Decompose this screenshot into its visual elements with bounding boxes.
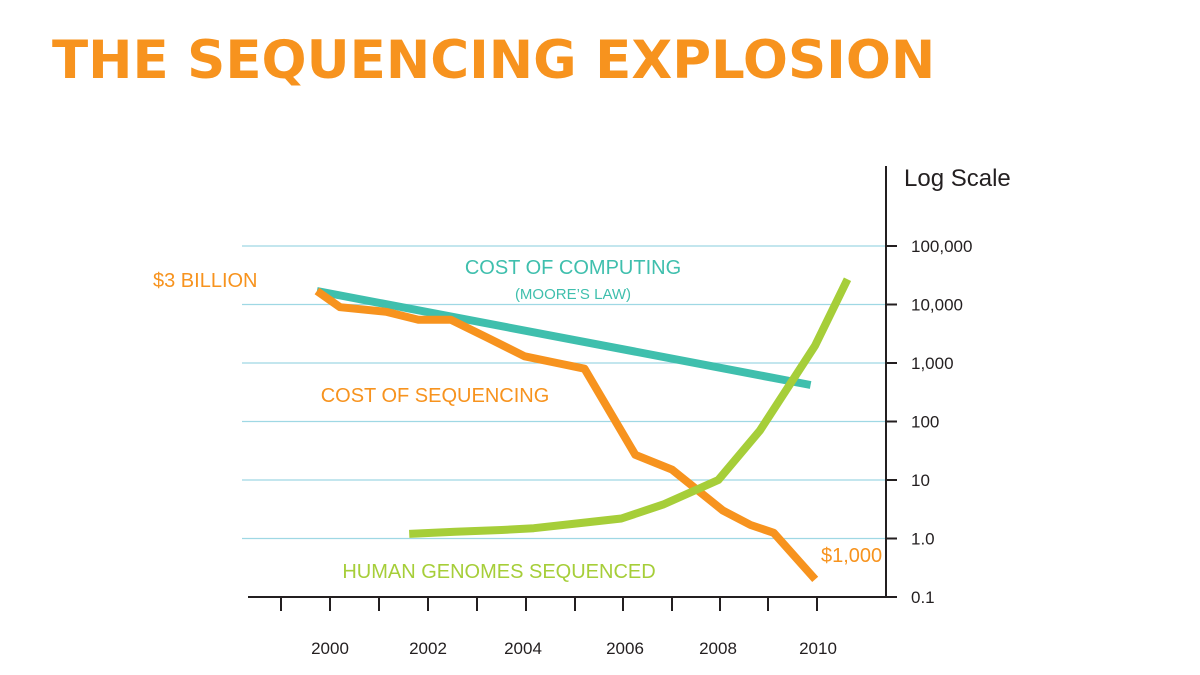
y-tick-label: 10: [911, 471, 930, 490]
series-line-genomes: [409, 277, 852, 538]
annotation-label: (MOORE’S LAW): [515, 286, 631, 303]
y-tick-label: 0.1: [911, 588, 935, 607]
annotation-label: $3 BILLION: [153, 270, 258, 292]
x-tick-label: 2004: [504, 639, 542, 658]
y-tick-label: 10,000: [911, 296, 963, 315]
y-tick-label: 100,000: [911, 237, 972, 256]
x-tick-label: 2006: [606, 639, 644, 658]
chart-title: THE SEQUENCING EXPLOSION: [52, 30, 936, 91]
x-tick-label: 2002: [409, 639, 447, 658]
x-tick-label: 2008: [699, 639, 737, 658]
annotation-label: HUMAN GENOMES SEQUENCED: [342, 561, 655, 583]
y-tick-label: 100: [911, 413, 939, 432]
annotation-label: $1,000: [821, 545, 882, 567]
y-axis-label: Log Scale: [904, 165, 1011, 192]
series-line-sequencing: [314, 287, 819, 583]
y-tick-label: 1.0: [911, 530, 935, 549]
annotation-label: COST OF COMPUTING: [465, 257, 681, 279]
y-tick-label: 1,000: [911, 354, 954, 373]
series-line-computing: [316, 287, 812, 389]
x-tick-label: 2000: [311, 639, 349, 658]
x-tick-label: 2010: [799, 639, 837, 658]
annotation-label: COST OF SEQUENCING: [321, 385, 550, 407]
